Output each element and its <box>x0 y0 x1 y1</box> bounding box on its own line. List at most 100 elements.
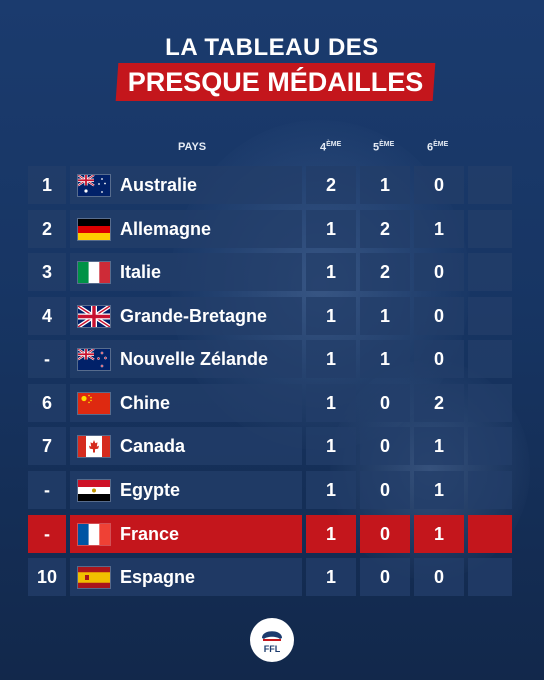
extra-cell <box>468 297 512 335</box>
header-4th: 4ÈME <box>320 141 342 154</box>
5th-cell <box>360 515 410 553</box>
table-row: 3 Italie 1 2 0 <box>28 253 512 291</box>
value-4th: 1 <box>325 567 336 587</box>
table-row: - Nouvelle Zélande 1 1 0 <box>28 340 512 378</box>
6th-cell <box>414 210 464 248</box>
rank-cell <box>28 471 66 509</box>
4th-cell <box>306 515 356 553</box>
5th-cell <box>360 297 410 335</box>
egypt-flag-icon <box>78 480 110 501</box>
header-5th: 5ÈME <box>373 141 395 154</box>
5th-cell <box>360 471 410 509</box>
rank-cell <box>28 558 66 596</box>
value-4th: 2 <box>325 175 336 195</box>
rank-cell <box>28 427 66 465</box>
6th-cell <box>414 253 464 291</box>
value-5th: 0 <box>379 524 390 544</box>
value-4th: 1 <box>325 393 336 413</box>
4th-cell <box>306 297 356 335</box>
4th-cell <box>306 166 356 204</box>
value-4th: 1 <box>325 349 336 369</box>
country-name: Australie <box>120 175 198 195</box>
4th-cell <box>306 253 356 291</box>
4th-cell <box>306 558 356 596</box>
rank-cell <box>28 340 66 378</box>
6th-cell <box>414 471 464 509</box>
country-name: Espagne <box>120 567 196 587</box>
value-5th: 0 <box>379 567 390 587</box>
rank: 4 <box>41 306 52 326</box>
value-6th: 1 <box>433 219 444 239</box>
china-flag-icon <box>78 393 110 414</box>
value-4th: 1 <box>325 262 336 282</box>
value-6th: 0 <box>433 175 444 195</box>
6th-cell <box>414 166 464 204</box>
title-line-2: PRESQUE MÉDAILLES <box>127 67 424 97</box>
5th-cell <box>360 340 410 378</box>
value-4th: 1 <box>325 219 336 239</box>
extra-cell <box>468 340 512 378</box>
country-name: Chine <box>120 393 171 413</box>
country-name: Allemagne <box>120 219 212 239</box>
extra-cell <box>468 558 512 596</box>
canada-flag-icon <box>78 436 110 457</box>
value-6th: 1 <box>433 524 444 544</box>
rank-cell <box>28 210 66 248</box>
value-6th: 0 <box>433 567 444 587</box>
value-5th: 1 <box>379 175 390 195</box>
france-flag-icon <box>78 524 110 545</box>
table-row: - Egypte 1 0 1 <box>28 471 512 509</box>
extra-cell <box>468 210 512 248</box>
spain-flag-icon <box>78 567 110 588</box>
extra-cell <box>468 253 512 291</box>
value-5th: 2 <box>379 219 390 239</box>
5th-cell <box>360 253 410 291</box>
value-5th: 0 <box>379 393 390 413</box>
table-row: 10 Espagne 1 0 0 <box>28 558 512 596</box>
rank-cell <box>28 166 66 204</box>
5th-cell <box>360 558 410 596</box>
table-row: 4 Grande-Bretagne 1 1 0 <box>28 297 512 335</box>
value-6th: 1 <box>433 480 444 500</box>
ffl-helmet-logo-icon: FFL <box>252 620 292 660</box>
rank: 10 <box>36 567 58 587</box>
5th-cell <box>360 427 410 465</box>
rank-cell <box>28 515 66 553</box>
country-name: Canada <box>120 436 186 456</box>
value-4th: 1 <box>325 480 336 500</box>
rank: 2 <box>41 219 52 239</box>
rank-cell <box>28 384 66 422</box>
rank: 7 <box>41 436 52 456</box>
5th-cell <box>360 384 410 422</box>
title-line-1: LA TABLEAU DES <box>165 34 379 61</box>
value-4th: 1 <box>325 524 336 544</box>
6th-cell <box>414 297 464 335</box>
value-5th: 0 <box>379 480 390 500</box>
table-row: 6 Chine 1 0 2 <box>28 384 512 422</box>
rank-cell <box>28 253 66 291</box>
4th-cell <box>306 427 356 465</box>
header-6th: 6ÈME <box>427 141 449 154</box>
table-row: 7 Canada 1 0 1 <box>28 427 512 465</box>
extra-cell <box>468 384 512 422</box>
6th-cell <box>414 427 464 465</box>
logo-text: FFL <box>264 644 281 654</box>
germany-flag-icon <box>78 219 110 240</box>
value-5th: 2 <box>379 262 390 282</box>
country-name: Nouvelle Zélande <box>120 349 269 369</box>
6th-cell <box>414 340 464 378</box>
6th-cell <box>414 558 464 596</box>
country-name: Italie <box>120 262 162 282</box>
uk-flag-icon <box>78 306 110 327</box>
rank: 6 <box>41 393 52 413</box>
value-6th: 1 <box>433 436 444 456</box>
table-row-highlighted: - France 1 0 1 <box>28 515 512 553</box>
extra-cell <box>468 427 512 465</box>
value-5th: 1 <box>379 349 390 369</box>
country-name: Grande-Bretagne <box>120 306 268 326</box>
value-5th: 0 <box>379 436 390 456</box>
value-4th: 1 <box>325 436 336 456</box>
value-6th: 0 <box>433 262 444 282</box>
rank: - <box>44 480 50 500</box>
rank: - <box>44 349 50 369</box>
